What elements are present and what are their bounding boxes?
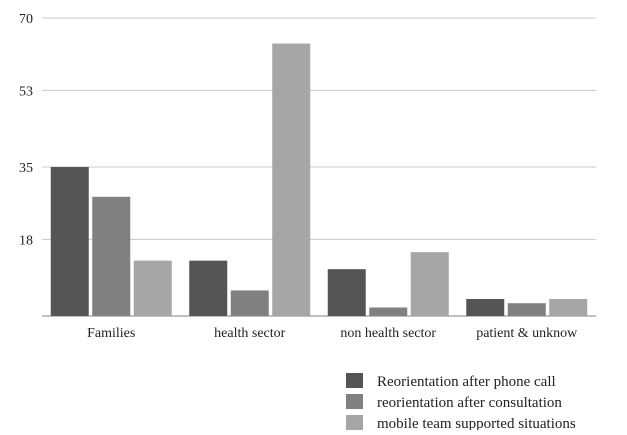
x-tick-labels: Families health sector non health sector pa… — [87, 326, 578, 341]
legend: Reorientation after phone call reorientat… — [346, 373, 576, 432]
bar — [549, 298, 588, 316]
bar — [189, 260, 228, 316]
legend-label: reorientation after consultation — [377, 395, 562, 411]
legend-label: mobile team supported situations — [377, 416, 576, 430]
legend-swatch — [346, 373, 363, 388]
bar — [369, 307, 408, 316]
y-tick-label: 70 — [19, 12, 33, 27]
bar — [272, 43, 311, 317]
x-tick-label: health sector — [214, 326, 285, 341]
y-tick-label: 53 — [19, 84, 33, 99]
bars — [50, 43, 588, 317]
legend-label: Reorientation after phone call — [377, 374, 556, 390]
bar — [50, 167, 89, 316]
legend-swatch — [346, 394, 363, 409]
x-tick-label: non health sector — [340, 326, 436, 341]
y-tick-label: 35 — [19, 161, 33, 176]
legend-swatch — [346, 415, 363, 430]
bar — [327, 269, 366, 316]
y-tick-labels: 70 53 35 18 — [19, 12, 33, 248]
bar — [92, 196, 131, 316]
bar — [410, 252, 449, 316]
bar — [230, 290, 269, 316]
y-tick-label: 18 — [19, 233, 33, 248]
bar — [507, 303, 546, 316]
bar — [133, 260, 172, 316]
x-tick-label: Families — [87, 326, 135, 341]
x-tick-label: patient & unknow — [476, 326, 578, 341]
bar — [466, 298, 505, 316]
